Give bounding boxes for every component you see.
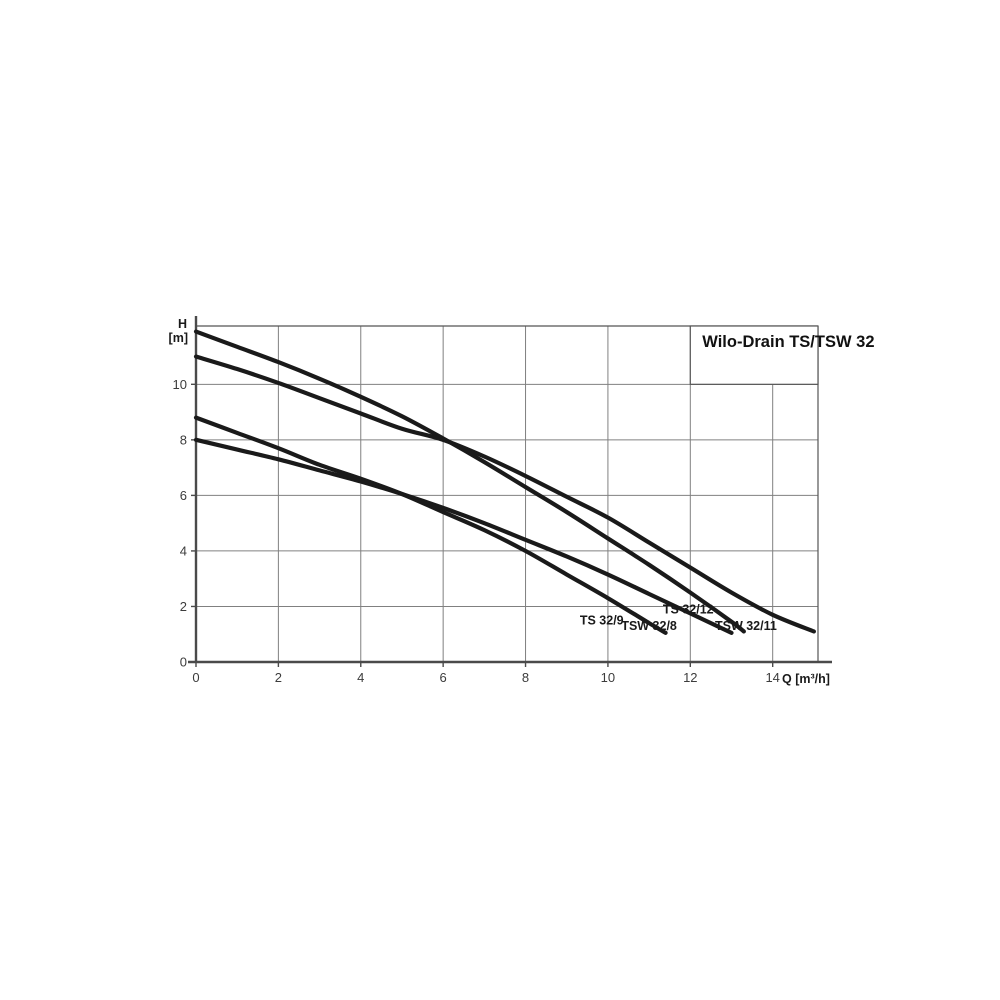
chart-title-box: Wilo-Drain TS/TSW 32 bbox=[689, 325, 875, 385]
x-tick-label: 8 bbox=[522, 670, 529, 685]
curve-label: TSW 32/11 bbox=[715, 619, 777, 633]
x-tick-label: 14 bbox=[765, 670, 779, 685]
chart-title-text: Wilo-Drain TS/TSW 32 bbox=[702, 333, 874, 351]
x-axis-title: Q [m³/h] bbox=[782, 672, 830, 686]
x-tick-label: 4 bbox=[357, 670, 364, 685]
y-axis-title-unit-line1: H bbox=[178, 317, 187, 331]
pump-curve bbox=[193, 329, 746, 634]
curves bbox=[193, 329, 816, 635]
x-tick-label: 10 bbox=[601, 670, 615, 685]
y-axis-title-unit-line2: [m] bbox=[169, 331, 188, 345]
x-tick-label: 12 bbox=[683, 670, 697, 685]
y-tick-label: 0 bbox=[180, 655, 187, 670]
x-tick-label: 0 bbox=[192, 670, 199, 685]
curve-label: TSW 32/8 bbox=[621, 619, 677, 633]
y-axis: 0 2 4 6 8 10 H[m] bbox=[169, 317, 196, 670]
y-tick-label: 10 bbox=[173, 377, 187, 392]
curve-label: TS 32/12 bbox=[663, 602, 714, 616]
pump-curve bbox=[193, 354, 816, 634]
pump-curve bbox=[193, 415, 668, 635]
curve-label: TS 32/9 bbox=[580, 614, 624, 628]
gridlines bbox=[196, 326, 818, 662]
y-tick-label: 4 bbox=[180, 543, 187, 558]
x-tick-label: 2 bbox=[275, 670, 282, 685]
y-tick-label: 8 bbox=[180, 432, 187, 447]
title-box-rect bbox=[689, 325, 819, 385]
y-tick-label: 6 bbox=[180, 488, 187, 503]
x-axis: 0 2 4 6 8 10 12 14 Q [m³/h] bbox=[192, 662, 830, 686]
y-tick-label: 2 bbox=[180, 599, 187, 614]
pump-curve bbox=[193, 437, 734, 635]
x-tick-label: 6 bbox=[440, 670, 447, 685]
